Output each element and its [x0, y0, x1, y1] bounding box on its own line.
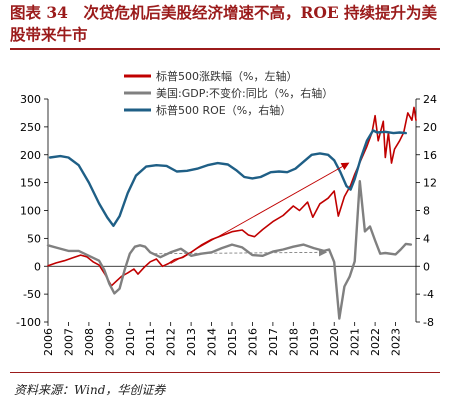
right-tick-label: 12 [423, 177, 437, 190]
x-tick-label: 2012 [165, 328, 178, 356]
left-tick-label: -50 [23, 288, 41, 301]
x-tick-label: 2017 [267, 328, 280, 356]
right-tick-label: 24 [423, 93, 437, 106]
right-tick-label: -4 [423, 288, 434, 301]
footer-divider [10, 372, 440, 373]
x-tick-label: 2021 [349, 328, 362, 356]
x-tick-label: 2010 [124, 328, 137, 356]
annotations [154, 162, 350, 264]
x-tick-label: 2022 [369, 328, 382, 356]
legend-sp500-roe-label: 标普500 ROE（%，右轴） [156, 103, 291, 117]
right-tick-label: 20 [423, 121, 437, 134]
left-tick-label: 100 [20, 205, 41, 218]
source-note: 资料来源：Wind，华创证券 [14, 383, 166, 397]
x-tick-label: 2013 [185, 328, 198, 356]
x-tick-label: 2008 [83, 328, 96, 356]
legend-us-gdp-yoy-label: 美国:GDP:不变价:同比（%，右轴） [156, 86, 333, 100]
x-tick-label: 2014 [206, 328, 219, 356]
right-tick-label: 4 [423, 232, 430, 245]
x-tick-label: 2007 [62, 328, 75, 356]
sp500-change-line [47, 106, 417, 287]
x-tick-label: 2006 [42, 328, 55, 356]
left-tick-label: 150 [20, 177, 41, 190]
axes: 300250200150100500-50-10024201612840-4-8… [16, 93, 437, 356]
title-divider [10, 48, 440, 50]
trend-arrow-gdp [154, 248, 328, 257]
x-tick-label: 2015 [226, 328, 239, 356]
x-tick-label: 2011 [144, 328, 157, 356]
x-tick-label: 2023 [390, 328, 403, 356]
legend-sp500-change-label: 标普500涨跌幅（%，左轴） [156, 69, 297, 83]
figure-title: 图表 34 次贷危机后美股经济增速不高，ROE 持续提升为美股带来牛市 [10, 3, 438, 44]
x-tick-label: 2016 [246, 328, 259, 356]
right-tick-label: 8 [423, 205, 430, 218]
left-tick-label: 300 [20, 93, 41, 106]
x-tick-label: 2018 [287, 328, 300, 356]
x-tick-label: 2019 [308, 328, 321, 356]
right-tick-label: 0 [423, 260, 430, 273]
left-tick-label: 50 [27, 232, 41, 245]
series-lines [46, 106, 417, 320]
chart: 300250200150100500-50-10024201612840-4-8… [16, 69, 437, 356]
us-gdp-yoy-line [46, 180, 413, 320]
left-tick-label: 250 [20, 121, 41, 134]
right-tick-label: -8 [423, 316, 434, 329]
right-tick-label: 16 [423, 149, 437, 162]
legend: 标普500涨跌幅（%，左轴） 美国:GDP:不变价:同比（%，右轴） 标普500 R… [124, 69, 333, 117]
sp500-roe-line [48, 129, 407, 227]
left-tick-label: -100 [16, 316, 41, 329]
left-tick-label: 0 [34, 260, 41, 273]
trend-arrow-sp500 [170, 162, 350, 264]
x-tick-label: 2020 [328, 328, 341, 356]
left-tick-label: 200 [20, 149, 41, 162]
x-tick-label: 2009 [103, 328, 116, 356]
